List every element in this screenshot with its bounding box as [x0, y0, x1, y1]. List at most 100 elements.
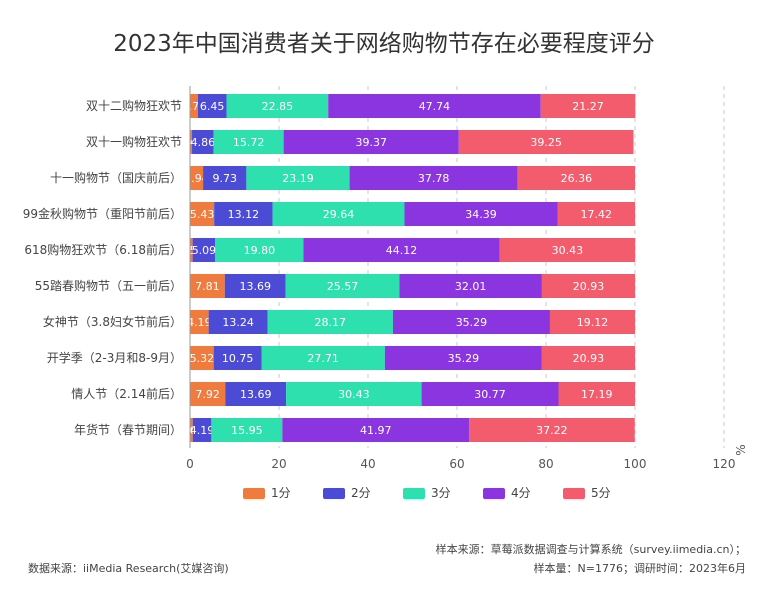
bar-segment	[272, 202, 405, 226]
bar-segment	[213, 130, 284, 154]
legend-label: 4分	[511, 486, 531, 500]
sample-source-note: 样本来源：草莓派数据调查与计算系统（survey.iimedia.cn）；	[435, 543, 746, 556]
legend-label: 2分	[351, 486, 371, 500]
category-label: 开学季（2-3月和8-9月）	[47, 350, 182, 365]
data-label: 37.22	[536, 424, 568, 437]
category-label: 双十二购物狂欢节	[86, 98, 182, 113]
data-source-note: 数据来源：iiMedia Research(艾媒咨询)	[28, 562, 229, 575]
bar-segment	[282, 418, 470, 442]
data-label: 28.17	[314, 316, 346, 329]
data-label: 20.93	[573, 280, 605, 293]
bar-segment	[190, 94, 198, 118]
legend-swatch	[243, 488, 265, 499]
data-label: 30.77	[474, 388, 506, 401]
data-label: 7.92	[195, 388, 220, 401]
x-tick-label: 20	[271, 457, 286, 471]
data-label: 35.29	[448, 352, 480, 365]
bar-segment	[283, 130, 459, 154]
data-label: 13.69	[240, 388, 272, 401]
bar-segment	[190, 238, 193, 262]
data-label: 27.71	[307, 352, 339, 365]
bar-segment	[303, 238, 500, 262]
data-label: 39.37	[355, 136, 387, 149]
x-tick-label: 0	[186, 457, 194, 471]
data-label: 47.74	[419, 100, 451, 113]
bar-segment	[190, 382, 226, 406]
bar-segment	[285, 274, 400, 298]
bar-segment	[203, 166, 247, 190]
bar-segment	[192, 238, 216, 262]
category-label: 55踏春购物节（五一前后）	[35, 278, 182, 293]
data-label: 32.01	[455, 280, 487, 293]
x-tick-label: 100	[624, 457, 647, 471]
bar-segment	[404, 202, 558, 226]
legend-swatch	[483, 488, 505, 499]
bar-segment	[458, 130, 634, 154]
bar-segment	[226, 94, 329, 118]
data-label: 7.81	[195, 280, 220, 293]
legend-label: 5分	[591, 486, 611, 500]
data-label: 6.45	[200, 100, 225, 113]
bar-segment	[213, 346, 262, 370]
data-label: 21.27	[572, 100, 604, 113]
bar-segment	[421, 382, 559, 406]
bar-segment	[384, 346, 542, 370]
data-label: 19.12	[577, 316, 609, 329]
data-label: 29.64	[323, 208, 355, 221]
category-label: 十一购物节（国庆前后）	[50, 170, 182, 185]
x-tick-label: 80	[538, 457, 553, 471]
category-label: 618购物狂欢节（6.18前后）	[24, 242, 182, 257]
bar-segment	[192, 418, 212, 442]
x-axis: 0 20 40 60 80 100 120%	[186, 86, 748, 471]
chart-title: 2023年中国消费者关于网络购物节存在必要程度评分	[113, 31, 655, 57]
category-label: 99金秋购物节（重阳节前后）	[23, 206, 182, 221]
category-label: 女神节（3.8妇女节前后）	[43, 314, 182, 329]
data-label: 26.36	[561, 172, 593, 185]
bar-segment	[261, 346, 385, 370]
data-label: 13.24	[222, 316, 254, 329]
data-label: 15.72	[233, 136, 265, 149]
data-label: 22.85	[262, 100, 294, 113]
x-axis-unit: %	[734, 444, 748, 455]
category-label: 情人节（2.14前后）	[71, 386, 182, 401]
data-label: 4.19	[190, 424, 215, 437]
data-label: 39.25	[530, 136, 562, 149]
bar-segment	[246, 166, 350, 190]
legend-swatch	[323, 488, 345, 499]
bar-segment	[215, 238, 304, 262]
bar-segment	[208, 310, 268, 334]
legend: 1分 2分 3分 4分 5分	[243, 486, 611, 500]
legend-swatch	[403, 488, 425, 499]
sample-size-note: 样本量：N=1776；调研时间：2023年6月	[533, 562, 746, 575]
bar-segment	[540, 94, 636, 118]
bar-segment	[225, 382, 287, 406]
legend-label: 3分	[431, 486, 451, 500]
bar-segment	[499, 238, 636, 262]
bar-segment	[192, 130, 214, 154]
data-label: 30.43	[338, 388, 370, 401]
data-label: 5.32	[190, 352, 215, 365]
data-label: 20.93	[573, 352, 605, 365]
data-label: 13.12	[228, 208, 260, 221]
x-tick-label: 60	[449, 457, 464, 471]
bar-segment	[197, 94, 227, 118]
bar-segment	[190, 202, 215, 226]
category-label: 年货节（春节期间）	[74, 422, 182, 437]
legend-label: 1分	[271, 486, 291, 500]
data-label: 25.57	[327, 280, 359, 293]
data-label: 30.43	[552, 244, 584, 257]
bar-segment	[190, 274, 225, 298]
data-label: 35.29	[456, 316, 488, 329]
data-label: 17.42	[580, 208, 612, 221]
bar-segment	[541, 346, 635, 370]
bar-segment	[190, 346, 214, 370]
data-label: 5.09	[192, 244, 217, 257]
data-label: 17.19	[581, 388, 613, 401]
category-label: 双十一购物狂欢节	[86, 134, 182, 149]
bar-segment	[190, 130, 193, 154]
bar-segment	[190, 310, 209, 334]
bar-segment	[190, 418, 193, 442]
bars-layer: 1.766.45 22.85 47.74 21.270.464.86 15.72 39.3…	[179, 94, 636, 442]
bar-segment	[211, 418, 283, 442]
